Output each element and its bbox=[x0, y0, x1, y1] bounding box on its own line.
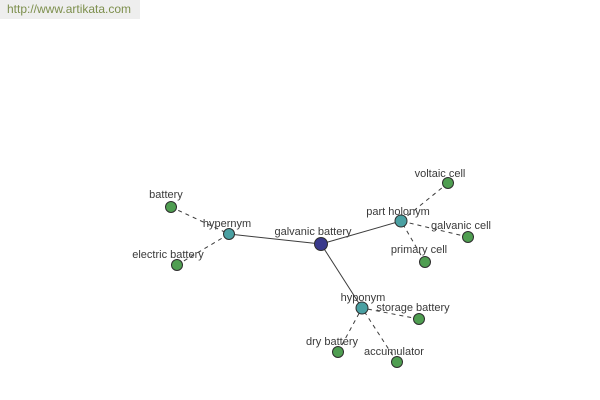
node-label-storage-battery[interactable]: storage battery bbox=[376, 302, 450, 314]
node-storage-battery[interactable] bbox=[413, 313, 425, 325]
node-label-hyponym[interactable]: hyponym bbox=[341, 292, 386, 304]
node-voltaic-cell[interactable] bbox=[442, 177, 454, 189]
node-hyponym[interactable] bbox=[355, 301, 369, 315]
edge-storage-battery-hyponym bbox=[361, 307, 420, 320]
node-galvanic-battery[interactable] bbox=[314, 237, 328, 251]
edge-voltaic-cell-part-holonym bbox=[400, 182, 449, 222]
site-url-watermark: http://www.artikata.com bbox=[0, 0, 140, 19]
edge-electric-battery-hypernym bbox=[176, 233, 230, 266]
node-battery[interactable] bbox=[165, 201, 177, 213]
node-label-dry-battery[interactable]: dry battery bbox=[306, 336, 358, 348]
node-dry-battery[interactable] bbox=[332, 346, 344, 358]
node-label-galvanic-battery[interactable]: galvanic battery bbox=[274, 226, 352, 238]
node-label-part-holonym[interactable]: part holonym bbox=[366, 206, 430, 218]
node-label-accumulator[interactable]: accumulator bbox=[364, 346, 424, 358]
edge-part-holonym-galvanic-battery bbox=[320, 220, 402, 245]
edge-dry-battery-hyponym bbox=[337, 307, 363, 353]
node-label-electric-battery[interactable]: electric battery bbox=[132, 249, 204, 261]
node-part-holonym[interactable] bbox=[394, 214, 408, 228]
node-label-galvanic-cell[interactable]: galvanic cell bbox=[431, 220, 491, 232]
node-hypernym[interactable] bbox=[223, 228, 235, 240]
edge-battery-hypernym bbox=[170, 206, 230, 235]
edge-accumulator-hyponym bbox=[361, 307, 398, 363]
node-galvanic-cell[interactable] bbox=[462, 231, 474, 243]
node-electric-battery[interactable] bbox=[171, 259, 183, 271]
node-label-hypernym[interactable]: hypernym bbox=[203, 218, 251, 230]
node-primary-cell[interactable] bbox=[419, 256, 431, 268]
node-accumulator[interactable] bbox=[391, 356, 403, 368]
node-label-voltaic-cell[interactable]: voltaic cell bbox=[415, 168, 466, 180]
node-label-primary-cell[interactable]: primary cell bbox=[391, 244, 447, 256]
node-label-battery[interactable]: battery bbox=[149, 189, 183, 201]
edge-hypernym-galvanic-battery bbox=[228, 233, 322, 245]
edge-galvanic-cell-part-holonym bbox=[400, 220, 469, 238]
edge-hyponym-galvanic-battery bbox=[320, 243, 363, 309]
